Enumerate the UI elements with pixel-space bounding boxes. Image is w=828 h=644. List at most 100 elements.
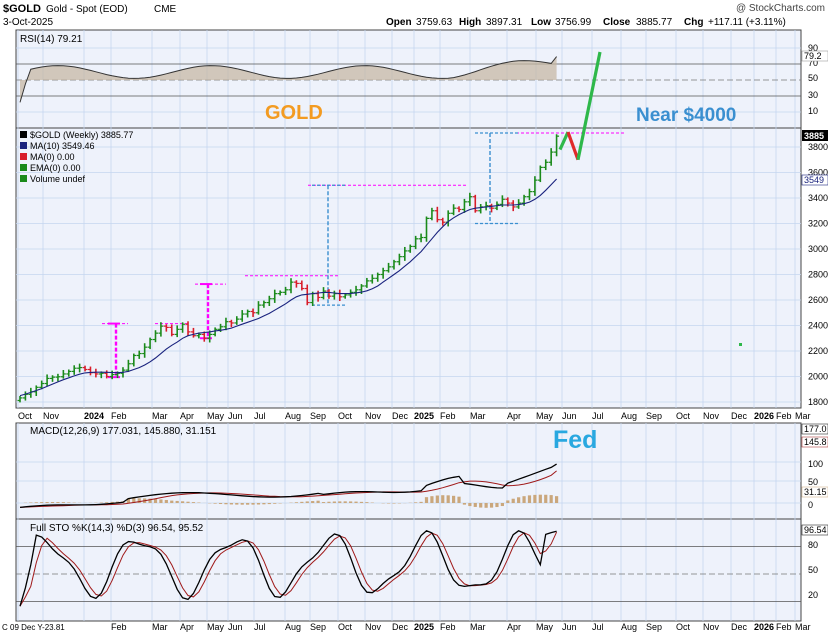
open-label: Open (386, 17, 412, 28)
x-axis-prefix: C 09 Dec Y-23.81 (2, 623, 65, 632)
macd-tag-1: 177.0 (804, 424, 827, 434)
x-axis-month-label: May (536, 411, 554, 421)
x-axis-month-label: Mar (470, 622, 486, 632)
rsi-label: RSI(14) 79.21 (20, 34, 83, 45)
x-axis-month-label: Aug (621, 411, 637, 421)
x-axis-month-label: Jul (254, 411, 266, 421)
x-axis-month-label: Sep (646, 622, 662, 632)
sto-d-line (19, 531, 558, 607)
legend-swatch (20, 164, 27, 171)
x-axis-month-label: Jul (254, 622, 266, 632)
rsi-tick-10: 10 (808, 106, 818, 116)
macd-panel (15, 422, 802, 520)
sto-tick-80: 80 (808, 540, 818, 550)
price-tick-label: 2200 (808, 346, 828, 356)
x-axis-month-label: Oct (676, 411, 691, 421)
price-panel (15, 127, 802, 409)
x-axis-month-label: Oct (338, 622, 353, 632)
gold-annotation: GOLD (265, 102, 323, 124)
exchange-name: CME (154, 4, 177, 15)
x-axis-month-label: Feb (440, 411, 456, 421)
price-tick-label: 3600 (808, 168, 828, 178)
sto-tick-50: 50 (808, 565, 818, 575)
legend-swatch (20, 131, 27, 138)
sto-tick-20: 20 (808, 590, 818, 600)
watermark: @ StockCharts.com (736, 3, 825, 14)
x-axis-month-label: May (207, 622, 225, 632)
rsi-axis: 90 70 50 30 10 79.2 (801, 43, 828, 116)
symbol-title: $GOLD (3, 3, 41, 15)
x-axis-month-label: Apr (507, 411, 521, 421)
sto-panel (15, 518, 802, 622)
x-axis-month-label: Dec (731, 622, 748, 632)
price-last-tag-bg (802, 130, 828, 141)
price-tick-label: 2600 (808, 295, 828, 305)
x-axis-month-label: Jun (228, 411, 243, 421)
rsi-tick-70: 70 (808, 58, 818, 68)
macd-series (19, 463, 559, 509)
sto-axis: 80 50 20 96.54 (801, 524, 828, 600)
price-bars (17, 134, 560, 403)
x-axis-month-label: Oct (18, 411, 33, 421)
price-ma-tag-bg (801, 174, 828, 186)
near-4000-annotation: Near $4000 (636, 105, 736, 126)
x-axis-month-label: Nov (365, 622, 382, 632)
x-axis-month-label: Sep (646, 411, 662, 421)
x-axis-month-label: Dec (392, 622, 409, 632)
fed-annotation: Fed (553, 426, 597, 454)
close-label: Close (603, 17, 631, 28)
price-tick-label: 1800 (808, 397, 828, 407)
rsi-area (20, 56, 557, 103)
x-axis-month-label: Oct (338, 411, 353, 421)
legend-swatch (20, 142, 27, 149)
projection-pullback (566, 131, 580, 161)
x-axis-month-label: 2026 (754, 411, 774, 421)
price-tick-label: 3800 (808, 142, 828, 152)
projection-rally (576, 51, 602, 161)
x-axis-month-label: Nov (703, 622, 720, 632)
rsi-tick-50: 50 (808, 73, 818, 83)
x-axis-month-label: 2024 (84, 411, 104, 421)
annotation-lines (102, 132, 624, 379)
macd-tag-1-bg (801, 423, 828, 435)
macd-tick-50: 50 (808, 477, 818, 487)
legend-entry: EMA(0) 0.00 (30, 163, 81, 173)
x-axis-month-label: Jun (562, 411, 577, 421)
low-value: 3756.99 (555, 17, 592, 28)
x-axis-month-label: Feb (776, 411, 792, 421)
sto-series (19, 530, 558, 607)
x-axis-bottom: Feb Mar Apr May Jun Jul Aug Sep Oct Nov Dec 2025 Feb… (111, 622, 811, 632)
x-axis-month-label: May (207, 411, 225, 421)
x-axis-month-label: Feb (440, 622, 456, 632)
x-axis-month-label: 2026 (754, 622, 774, 632)
price-tick-label: 3200 (808, 219, 828, 229)
x-axis-month-label: Feb (776, 622, 792, 632)
x-axis-month-label: Feb (111, 622, 127, 632)
sto-tag-bg (801, 524, 828, 536)
x-axis-month-label: 2025 (414, 411, 434, 421)
projection-path (558, 51, 742, 346)
legend-entry: Volume undef (30, 174, 86, 184)
x-axis-month-label: Jun (228, 622, 243, 632)
macd-tag-2: 145.8 (804, 437, 827, 447)
sto-tag: 96.54 (804, 525, 827, 535)
x-axis-month-label: Dec (392, 411, 409, 421)
price-ma-tag: 3549 (804, 175, 824, 185)
x-axis-month-label: Aug (285, 622, 301, 632)
legend-swatch (20, 175, 27, 182)
price-tick-label: 2000 (808, 372, 828, 382)
x-axis-month-label: Aug (621, 622, 637, 632)
high-label: High (459, 17, 481, 28)
legend-swatch (20, 153, 27, 160)
x-axis-month-label: Jun (562, 622, 577, 632)
price-tick-label: 2400 (808, 321, 828, 331)
rsi-current-tag-bg (801, 50, 828, 62)
macd-tick-100: 100 (808, 459, 823, 469)
projection-up-start (558, 131, 570, 151)
x-axis-middle: Oct Nov 2024 Feb Mar Apr May Jun Jul Aug Sep Oct Nov… (18, 411, 811, 421)
x-axis-month-label: Mar (795, 622, 811, 632)
chg-value: +117.11 (+3.11%) (708, 17, 786, 28)
open-value: 3759.63 (416, 17, 453, 28)
